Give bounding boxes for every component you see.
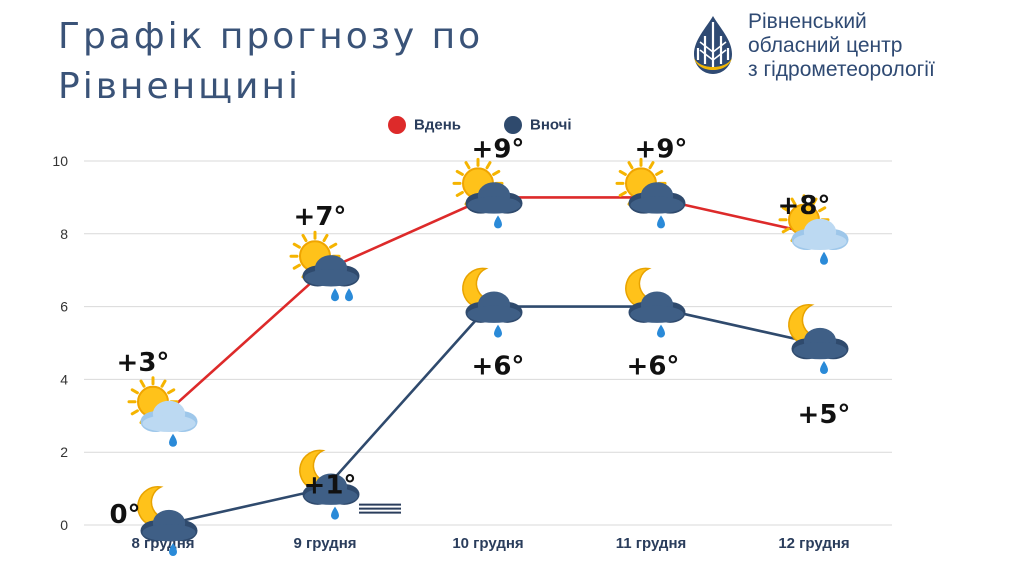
night-temp-label: 0° xyxy=(109,500,140,530)
moon-cloud-rain-fog-icon xyxy=(299,449,401,520)
org-name-line-2: обласний центр xyxy=(748,34,903,57)
org-name-line-3: з гідрометеорології xyxy=(748,58,935,81)
org-name-line-1: Рівненський xyxy=(748,10,867,33)
title-line-1: Графік прогнозу по xyxy=(58,16,484,57)
sun-cloud-rain-icon xyxy=(452,157,523,229)
night-temp-label: +1° xyxy=(304,471,357,501)
y-tick-label: 10 xyxy=(52,153,68,169)
moon-cloud-rain-icon xyxy=(137,486,198,556)
y-axis-ticks: 0 2 4 6 8 10 xyxy=(52,153,68,533)
page-title: Графік прогнозу по Рівненщині xyxy=(58,12,483,112)
legend-night-label: Вночі xyxy=(530,116,572,134)
x-tick-label: 12 грудня xyxy=(778,535,849,552)
legend-day-marker xyxy=(388,116,406,135)
moon-cloud-rain-icon xyxy=(788,304,849,374)
legend-item-night: Вночі xyxy=(504,116,572,135)
y-tick-label: 2 xyxy=(60,444,68,460)
y-tick-label: 8 xyxy=(60,226,68,242)
droplet-logo-icon xyxy=(694,16,732,74)
title-line-2: Рівненщині xyxy=(58,66,301,107)
x-tick-label: 9 грудня xyxy=(293,535,356,552)
moon-cloud-rain-icon xyxy=(625,267,686,338)
legend-day-label: Вдень xyxy=(414,116,461,134)
night-temp-label: +6° xyxy=(472,352,525,382)
x-tick-label: 11 грудня xyxy=(616,535,687,552)
x-tick-label: 10 грудня xyxy=(452,535,523,552)
temperature-labels: +3° +7° +9° +9° +8° 0° +1° +6° +6° +5° xyxy=(109,134,850,530)
day-temp-label: +9° xyxy=(635,134,688,164)
day-temp-label: +9° xyxy=(472,134,525,164)
night-temp-label: +6° xyxy=(627,352,680,382)
x-axis-ticks: 8 грудня 9 грудня 10 грудня 11 грудня 12 гру… xyxy=(131,535,849,552)
organization-block: Рівненський обласний центр з гідрометеор… xyxy=(688,10,1008,86)
sun-cloud-rain-icon xyxy=(127,376,198,447)
night-temp-label: +5° xyxy=(798,400,851,430)
sun-cloud-rain-icon xyxy=(615,157,686,229)
grid-lines xyxy=(84,160,892,526)
sun-cloud-rain-icon xyxy=(289,230,360,302)
moon-cloud-rain-icon xyxy=(462,267,523,338)
weather-icons xyxy=(127,157,849,556)
y-tick-label: 4 xyxy=(60,371,68,387)
legend-night-marker xyxy=(504,116,522,135)
day-temp-label: +7° xyxy=(294,202,347,232)
day-temp-label: +3° xyxy=(117,348,170,378)
day-temp-label: +8° xyxy=(778,191,831,221)
y-tick-label: 6 xyxy=(60,299,68,315)
legend-item-day: Вдень xyxy=(388,116,461,135)
series-line-night xyxy=(162,305,815,527)
sun-cloud-rain-icon xyxy=(778,194,849,265)
y-tick-label: 0 xyxy=(60,517,68,533)
